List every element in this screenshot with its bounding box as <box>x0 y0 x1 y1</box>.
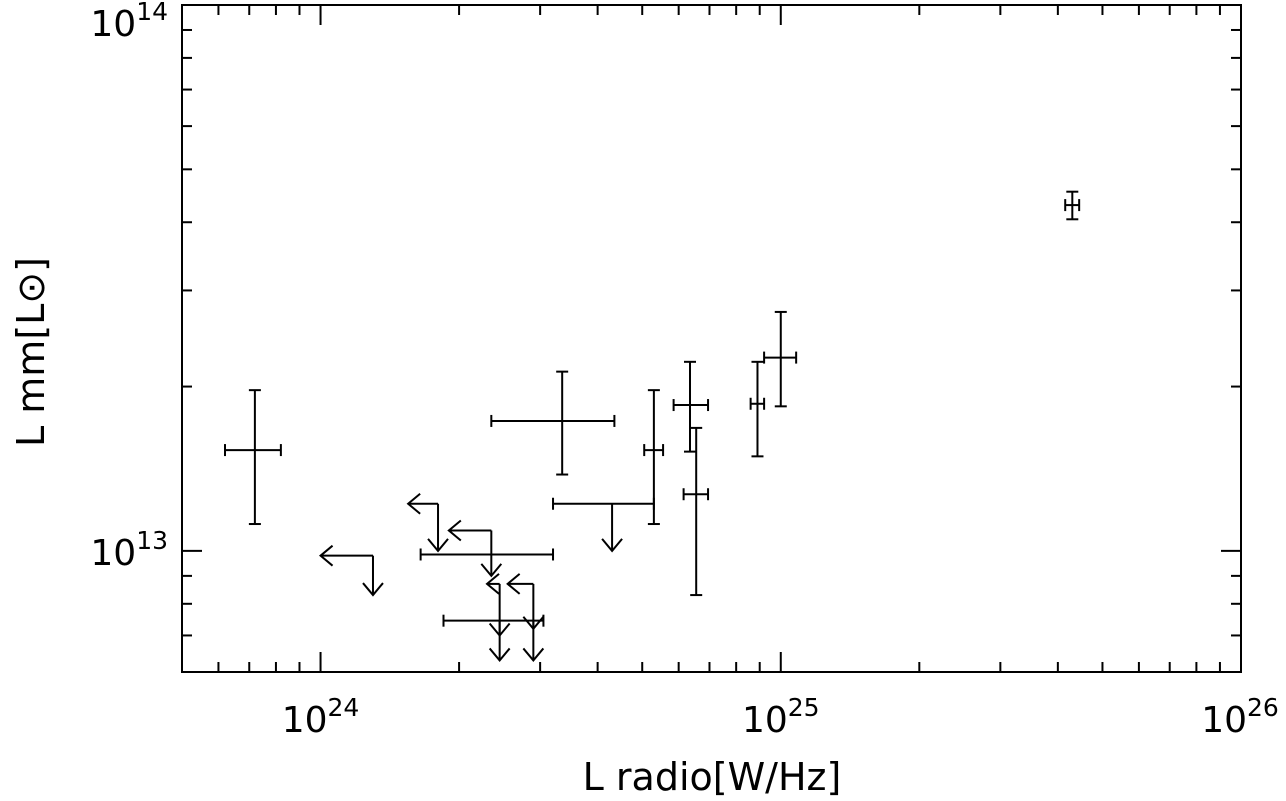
y-tick-labels: 1013 1014 <box>90 0 168 574</box>
x-minor-ticks <box>181 5 1242 672</box>
x-range-bar <box>552 497 655 510</box>
down-arrowhead <box>522 647 545 662</box>
x-tick-label: 1024 <box>282 693 360 741</box>
data-point <box>763 310 798 408</box>
data-point <box>749 360 766 458</box>
plot-frame <box>181 4 1242 673</box>
down-arrowhead <box>601 538 623 553</box>
left-arrowhead <box>485 573 500 595</box>
x-tick-label: 1026 <box>1201 693 1279 741</box>
left-arrowhead <box>506 573 521 595</box>
down-arrowhead <box>427 538 449 553</box>
y-upper-limit <box>601 503 623 553</box>
x-axis-label: L radio[W/Hz] <box>583 755 842 799</box>
data-point <box>490 370 616 476</box>
y-upper-limit <box>488 620 511 662</box>
left-arrowhead <box>406 492 421 515</box>
x-tick-label: 1025 <box>742 693 820 741</box>
upper-limit-point <box>485 573 511 638</box>
upper-limit-point <box>447 519 503 578</box>
y-axis-label: L mm[L⊙] <box>9 257 53 447</box>
x-range-bar <box>419 548 555 561</box>
y-tick-label: 1014 <box>90 0 168 45</box>
down-arrowhead <box>488 647 511 662</box>
data-marks <box>223 190 1081 662</box>
data-point <box>1064 190 1081 221</box>
x-range-bar <box>442 614 545 627</box>
upper-limit-point <box>318 544 384 597</box>
y-minor-ticks <box>182 4 1241 673</box>
left-arrowhead <box>447 519 462 542</box>
upper-limit-point <box>406 492 449 553</box>
down-arrowhead <box>480 563 503 578</box>
down-arrowhead <box>362 582 384 597</box>
y-upper-limit <box>522 620 545 662</box>
data-point <box>672 360 710 453</box>
y-tick-label: 1013 <box>90 526 168 574</box>
left-arrowhead <box>318 544 334 567</box>
data-point <box>223 389 282 526</box>
data-point <box>682 426 710 597</box>
x-tick-labels: 1024 1025 1026 <box>282 693 1279 741</box>
